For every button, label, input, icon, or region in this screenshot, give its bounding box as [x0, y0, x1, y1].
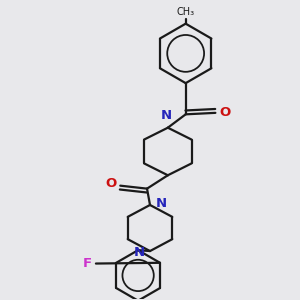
Text: O: O [219, 106, 230, 119]
Text: N: N [155, 197, 167, 210]
Text: F: F [83, 257, 92, 270]
Text: O: O [105, 177, 116, 190]
Text: CH₃: CH₃ [177, 7, 195, 17]
Text: N: N [161, 110, 172, 122]
Text: N: N [134, 246, 145, 259]
